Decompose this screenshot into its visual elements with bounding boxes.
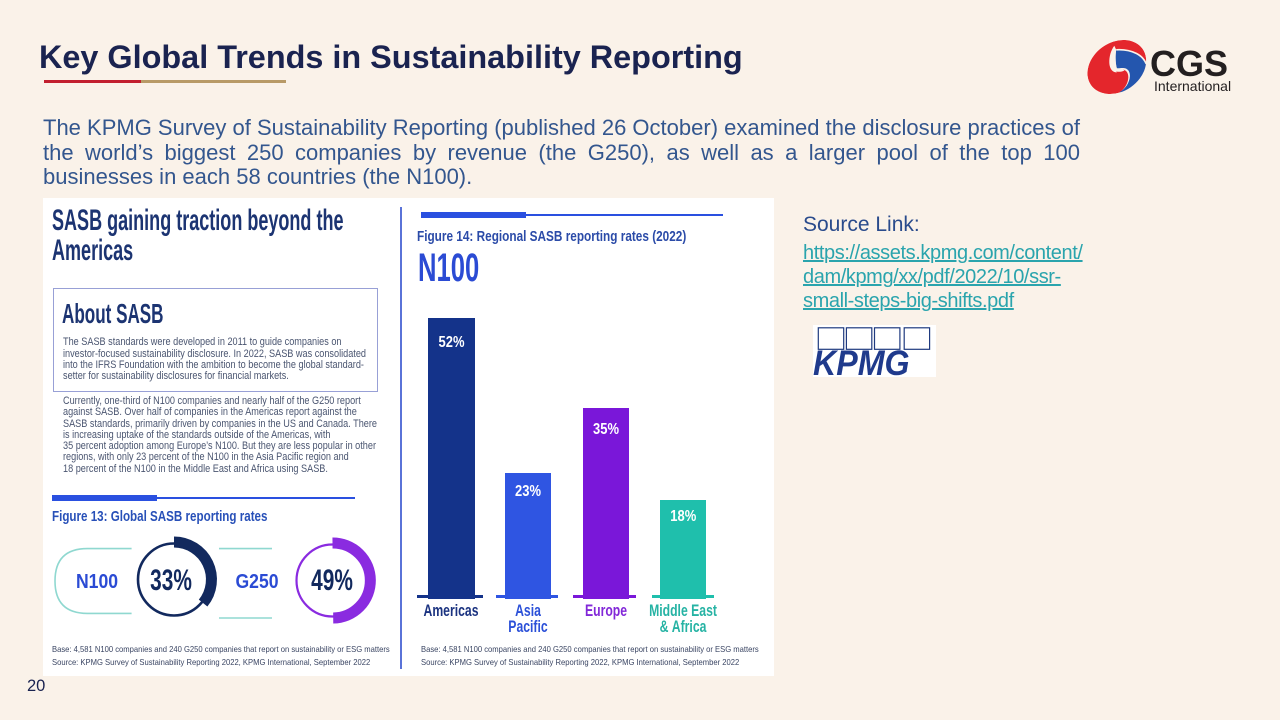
svg-text:KPMG: KPMG: [813, 345, 910, 377]
